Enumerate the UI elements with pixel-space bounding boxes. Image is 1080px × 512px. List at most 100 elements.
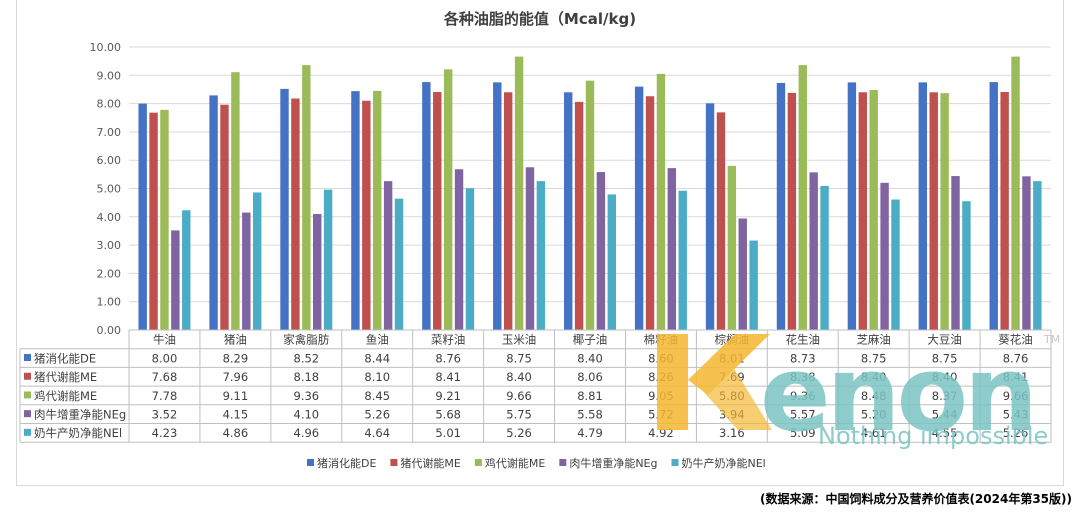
- bar: [962, 201, 971, 330]
- bar: [313, 213, 322, 330]
- series-name: 肉牛增重净能NEg: [34, 408, 126, 422]
- bar: [880, 182, 889, 330]
- bars: [138, 56, 1042, 331]
- bar: [422, 82, 431, 330]
- logo-k-stem: [657, 334, 688, 430]
- data-label: 8.00: [152, 351, 178, 365]
- y-tick-label: 3.00: [97, 239, 122, 252]
- data-label: 8.75: [506, 351, 532, 365]
- bar: [433, 91, 442, 330]
- bar: [493, 82, 502, 330]
- bar: [383, 181, 393, 330]
- bar: [394, 198, 404, 330]
- data-label: 8.40: [861, 370, 887, 384]
- data-label: 5.26: [1003, 426, 1029, 440]
- bar: [252, 192, 262, 330]
- bar: [596, 172, 606, 330]
- bar: [738, 218, 747, 330]
- bar: [847, 82, 857, 330]
- data-label: 8.48: [861, 389, 887, 403]
- legend-swatch: [474, 459, 482, 466]
- y-tick-label: 8.00: [97, 98, 122, 111]
- data-label: 5.09: [790, 426, 816, 440]
- category-label: 鱼油: [366, 333, 389, 347]
- category-label: 菜籽油: [431, 333, 466, 347]
- bar: [656, 73, 666, 330]
- bar: [749, 240, 758, 330]
- bar: [138, 103, 147, 330]
- data-label: 8.18: [294, 370, 320, 384]
- y-tick-label: 10.00: [90, 41, 122, 54]
- data-label: 5.26: [506, 426, 532, 440]
- data-label: 5.57: [790, 408, 816, 422]
- data-label: 9.66: [1003, 389, 1029, 403]
- series-key: [24, 391, 31, 399]
- y-tick-label: 7.00: [97, 126, 122, 139]
- data-label: 8.52: [294, 351, 320, 365]
- legend-swatch: [307, 459, 314, 466]
- source-note: (数据来源：中国饲料成分及营养价值表(2024年第35版)): [759, 492, 1072, 506]
- bar: [989, 82, 998, 330]
- bar: [373, 90, 382, 331]
- data-label: 5.26: [364, 408, 390, 422]
- bar: [940, 93, 949, 330]
- category-label: 家禽脂肪: [283, 333, 329, 347]
- bar: [536, 181, 546, 330]
- y-tick-label: 4.00: [97, 211, 122, 224]
- y-axis: 0.00 1.00 2.00 3.00 4.00 5.00 6.00 7.00 8.00 9.00…: [90, 41, 122, 337]
- bar: [929, 92, 938, 330]
- data-label: 4.79: [577, 426, 603, 440]
- series-key: [24, 428, 31, 436]
- data-label: 9.21: [435, 389, 461, 403]
- category-label: 大豆油: [927, 333, 962, 347]
- category-label: 花生油: [786, 333, 821, 347]
- category-label: 牛油: [153, 333, 176, 347]
- data-label: 3.52: [152, 408, 178, 422]
- bar: [231, 72, 240, 330]
- bar: [951, 176, 960, 330]
- data-label: 8.29: [223, 351, 249, 365]
- data-label: 8.76: [435, 351, 461, 365]
- bar: [918, 82, 928, 330]
- category-label: 玉米油: [502, 333, 537, 347]
- data-label: 7.78: [152, 389, 178, 403]
- data-label: 4.64: [364, 426, 390, 440]
- bar: [891, 199, 900, 330]
- data-label: 5.01: [435, 426, 461, 440]
- bar: [678, 190, 687, 330]
- legend-label: 肉牛增重净能NEg: [569, 456, 657, 470]
- bar: [525, 167, 535, 330]
- bar: [667, 168, 677, 330]
- chart-title: 各种油脂的能值（Mcal/kg): [443, 10, 636, 28]
- bar: [351, 91, 360, 330]
- category-label: 葵花油: [998, 333, 1033, 347]
- y-tick-label: 9.00: [97, 69, 122, 82]
- y-tick-label: 2.00: [97, 267, 122, 280]
- bar: [291, 98, 300, 330]
- data-label: 8.40: [932, 370, 958, 384]
- bar: [634, 86, 644, 331]
- data-label: 5.68: [435, 408, 461, 422]
- bar: [1011, 56, 1020, 330]
- category-label: 芝麻油: [856, 333, 891, 347]
- series-name: 猪代谢能ME: [34, 370, 97, 384]
- y-tick-label: 6.00: [97, 154, 122, 167]
- bar: [787, 92, 797, 330]
- legend-label: 猪代谢能ME: [400, 456, 460, 470]
- bar: [280, 88, 289, 330]
- bar: [171, 230, 180, 330]
- data-label: 4.96: [294, 426, 320, 440]
- series-name: 奶牛产奶净能NEl: [34, 426, 122, 440]
- data-label: 7.68: [152, 370, 178, 384]
- legend-label: 鸡代谢能ME: [485, 456, 545, 470]
- legend-swatch: [671, 459, 679, 466]
- bar: [1022, 176, 1031, 330]
- logo-k-leg: [700, 362, 772, 430]
- series-name: 猪消化能DE: [34, 351, 96, 365]
- data-label: 9.11: [223, 389, 249, 403]
- data-label: 8.40: [577, 351, 603, 365]
- bar: [362, 100, 371, 331]
- bar: [564, 92, 573, 330]
- bar: [1000, 91, 1009, 330]
